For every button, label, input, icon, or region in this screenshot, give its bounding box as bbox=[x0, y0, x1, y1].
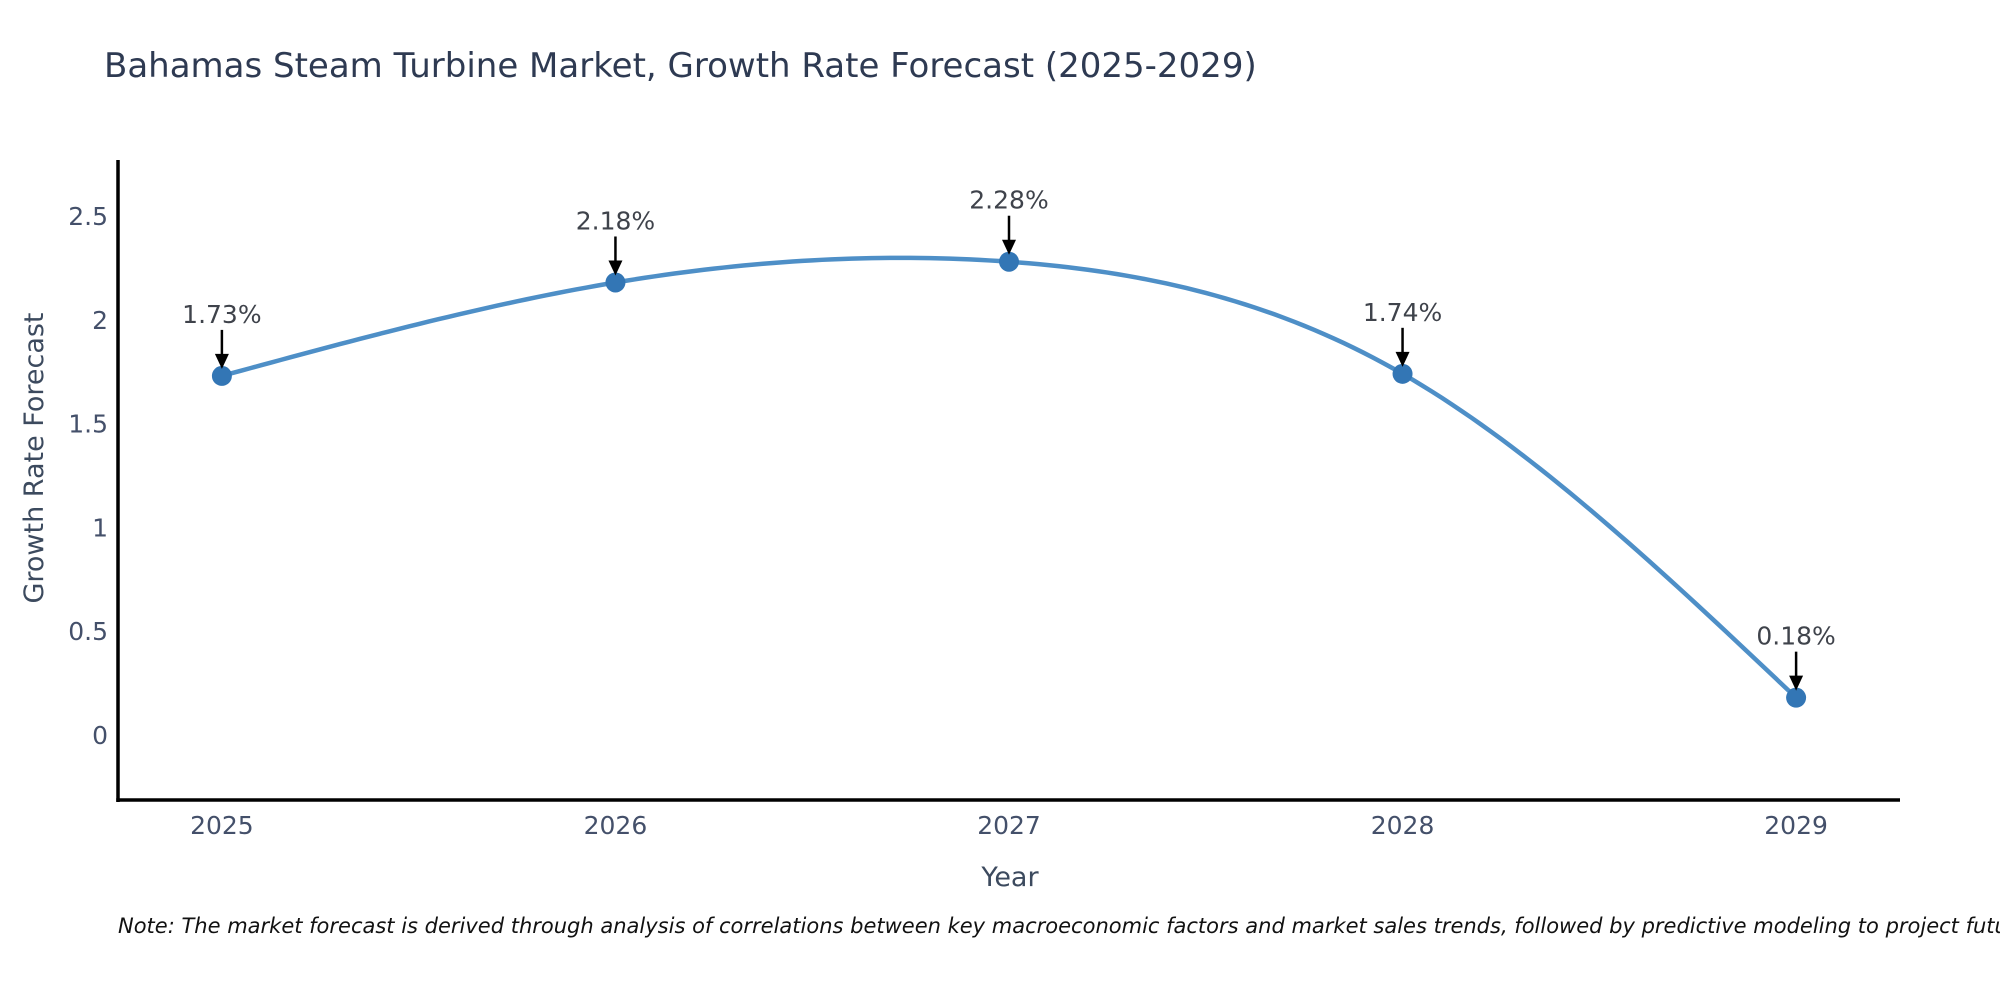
x-tick-label: 2028 bbox=[1371, 811, 1435, 840]
point-value-label: 1.73% bbox=[182, 300, 261, 329]
data-point-marker bbox=[211, 365, 232, 386]
point-value-label: 0.18% bbox=[1756, 622, 1835, 651]
x-tick-label: 2029 bbox=[1764, 811, 1828, 840]
x-axis-title: Year bbox=[981, 862, 1039, 893]
y-tick-label: 1 bbox=[92, 513, 108, 542]
chart-title: Bahamas Steam Turbine Market, Growth Rat… bbox=[104, 46, 1257, 86]
annotation-arrowhead bbox=[1789, 675, 1804, 691]
chart-footnote: Note: The market forecast is derived thr… bbox=[118, 914, 2000, 938]
data-point-marker bbox=[1786, 687, 1807, 708]
data-point-marker bbox=[999, 251, 1019, 272]
point-value-label: 2.28% bbox=[969, 186, 1048, 215]
y-tick-label: 0.5 bbox=[68, 617, 108, 646]
y-tick-label: 2.5 bbox=[68, 202, 108, 231]
annotation-arrowhead bbox=[1395, 351, 1410, 367]
x-tick-label: 2027 bbox=[977, 811, 1041, 840]
data-point-marker bbox=[605, 272, 626, 293]
y-tick-label: 0 bbox=[92, 721, 108, 750]
annotation-arrowhead bbox=[1002, 239, 1016, 255]
annotation-arrowhead bbox=[608, 260, 623, 276]
point-value-label: 2.18% bbox=[576, 206, 655, 235]
point-value-label: 1.74% bbox=[1363, 298, 1442, 327]
data-point-marker bbox=[1392, 363, 1413, 384]
x-tick-label: 2025 bbox=[190, 811, 254, 840]
annotation-arrowhead bbox=[214, 353, 229, 369]
forecast-line bbox=[219, 255, 1799, 700]
x-tick-label: 2026 bbox=[584, 811, 648, 840]
y-tick-label: 2 bbox=[92, 306, 108, 335]
y-tick-label: 1.5 bbox=[68, 410, 108, 439]
